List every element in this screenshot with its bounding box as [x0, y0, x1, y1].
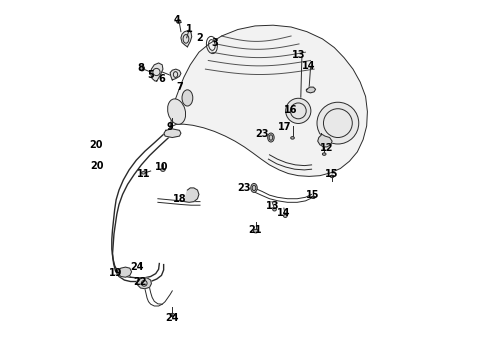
Text: 24: 24 — [130, 262, 144, 272]
Text: 14: 14 — [302, 60, 316, 71]
Ellipse shape — [142, 172, 145, 174]
Text: 16: 16 — [284, 105, 298, 115]
Text: 14: 14 — [277, 208, 291, 218]
Text: 8: 8 — [137, 63, 144, 73]
Polygon shape — [117, 267, 132, 277]
Ellipse shape — [291, 136, 294, 139]
Ellipse shape — [251, 184, 257, 193]
Text: 2: 2 — [196, 33, 203, 43]
Text: 10: 10 — [155, 162, 168, 172]
Polygon shape — [181, 31, 192, 47]
Polygon shape — [170, 69, 181, 80]
Ellipse shape — [284, 215, 287, 217]
Text: 1: 1 — [186, 24, 193, 34]
Polygon shape — [151, 63, 163, 81]
Text: 23: 23 — [238, 183, 251, 193]
Ellipse shape — [330, 175, 334, 178]
Ellipse shape — [161, 168, 165, 171]
Ellipse shape — [253, 229, 258, 233]
Polygon shape — [318, 134, 332, 147]
Circle shape — [317, 102, 359, 144]
Text: 20: 20 — [89, 140, 102, 150]
Text: 20: 20 — [90, 161, 103, 171]
Polygon shape — [185, 188, 199, 202]
Ellipse shape — [168, 99, 186, 124]
Ellipse shape — [322, 153, 326, 156]
Ellipse shape — [170, 313, 174, 317]
Text: 18: 18 — [172, 194, 186, 204]
Text: 22: 22 — [133, 276, 147, 287]
Circle shape — [140, 66, 145, 71]
Polygon shape — [137, 278, 151, 289]
Text: 7: 7 — [176, 82, 183, 92]
Text: 23: 23 — [255, 129, 269, 139]
Ellipse shape — [312, 196, 315, 199]
Ellipse shape — [176, 20, 181, 23]
Text: 3: 3 — [211, 38, 218, 48]
Text: 11: 11 — [137, 168, 150, 179]
Text: 5: 5 — [147, 69, 154, 80]
Polygon shape — [169, 25, 368, 176]
Text: 21: 21 — [248, 225, 262, 235]
Ellipse shape — [268, 133, 274, 142]
Text: 17: 17 — [278, 122, 292, 132]
Polygon shape — [306, 87, 316, 93]
Text: 12: 12 — [320, 143, 334, 153]
Circle shape — [286, 98, 311, 123]
Text: 13: 13 — [292, 50, 305, 60]
Ellipse shape — [182, 90, 193, 106]
Ellipse shape — [273, 208, 276, 211]
Text: 19: 19 — [109, 268, 122, 278]
Text: 15: 15 — [306, 190, 319, 200]
Text: 6: 6 — [158, 74, 165, 84]
Text: 9: 9 — [166, 122, 173, 132]
Text: 24: 24 — [166, 312, 179, 323]
Polygon shape — [164, 129, 181, 138]
Text: 15: 15 — [325, 168, 338, 179]
Text: 13: 13 — [267, 201, 280, 211]
Text: 4: 4 — [173, 15, 180, 25]
